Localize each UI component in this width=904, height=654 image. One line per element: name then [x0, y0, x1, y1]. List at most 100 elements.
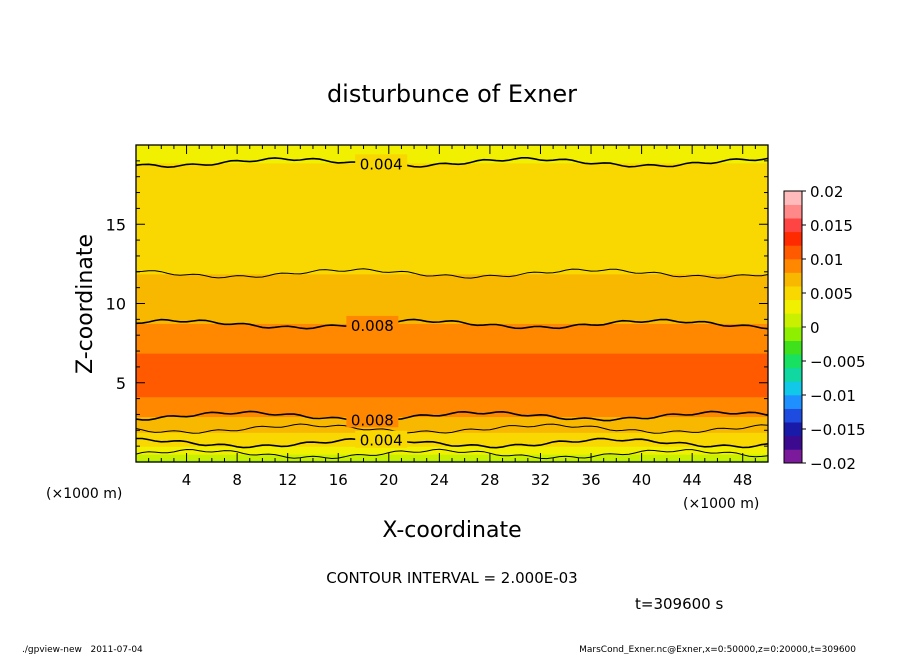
field-band [136, 345, 768, 348]
field-band [136, 295, 768, 299]
field-band [136, 323, 768, 326]
field-band [136, 232, 768, 235]
colorbar-tick-label: −0.005 [810, 353, 866, 371]
field-band [136, 307, 768, 311]
contour-labels: 0.004 0.008 0.008 0.004 [346, 154, 408, 450]
field-band [136, 329, 768, 332]
field-band [136, 432, 768, 435]
contour-line [135, 410, 769, 422]
field-band [136, 353, 768, 356]
field-band [136, 360, 768, 364]
colorbar-swatch [784, 299, 802, 314]
color-field [136, 145, 768, 463]
x-tick-label: 48 [733, 471, 752, 489]
field-band [136, 408, 768, 412]
colorbar-tick-label: −0.01 [810, 387, 856, 405]
field-band [136, 196, 768, 200]
colorbar-swatch [784, 204, 802, 219]
field-band [136, 420, 768, 423]
field-band [136, 210, 768, 213]
field-band [136, 335, 768, 338]
field-band [136, 446, 768, 449]
colorbar-frame [783, 190, 803, 464]
field-band [136, 198, 768, 202]
colorbar-swatch [784, 191, 802, 205]
field-band [136, 230, 768, 233]
field-band [136, 182, 768, 186]
field-band [136, 418, 768, 421]
field-band [136, 267, 768, 271]
y-axis: 5 10 15 [106, 144, 768, 463]
field-band [136, 178, 768, 182]
field-band [136, 343, 768, 346]
field-band [136, 430, 768, 433]
field-band [136, 386, 768, 390]
field-band [136, 392, 768, 396]
field-band [136, 325, 768, 328]
field-band [136, 448, 768, 451]
field-band [136, 271, 768, 275]
field-band [136, 394, 768, 398]
field-band [136, 148, 768, 152]
field-band [136, 416, 768, 420]
contour-label-bg [346, 315, 399, 333]
field-band [136, 289, 768, 293]
field-band [136, 406, 768, 410]
field-band [136, 168, 768, 172]
field-band [136, 166, 768, 170]
x-tick-label: 12 [278, 471, 297, 489]
footer-right: MarsCond_Exner.nc@Exner,x=0:50000,z=0:20… [579, 645, 856, 654]
field-band [136, 452, 768, 455]
field-band [136, 202, 768, 206]
footer-left: ./gpview-new 2011-07-04 [22, 645, 143, 654]
x-tick-label: 20 [379, 471, 398, 489]
field-band [136, 248, 768, 251]
field-band [136, 255, 768, 259]
field-band [136, 372, 768, 376]
field-band [136, 158, 768, 162]
contour-line [135, 448, 769, 460]
field-band [136, 263, 768, 267]
x-tick-label: 4 [182, 471, 192, 489]
field-band [136, 333, 768, 336]
field-band [136, 362, 768, 366]
field-band [136, 428, 768, 431]
field-band [136, 190, 768, 194]
field-band [136, 368, 768, 372]
field-band [136, 259, 768, 263]
x-tick-label: 24 [430, 471, 449, 489]
field-band [136, 356, 768, 360]
contour-line [135, 157, 769, 169]
field-band [136, 366, 768, 370]
field-band [136, 388, 768, 392]
field-band [136, 242, 768, 245]
field-band [136, 218, 768, 221]
field-band [136, 154, 768, 158]
field-band [136, 339, 768, 342]
field-band [136, 160, 768, 164]
field-band [136, 311, 768, 315]
field-band [136, 424, 768, 427]
field-band [136, 313, 768, 316]
field-band [136, 364, 768, 368]
y-unit-label: (×1000 m) [46, 486, 122, 502]
colorbar-swatch [784, 408, 802, 423]
field-band [136, 376, 768, 380]
field-band [136, 170, 768, 174]
field-band [136, 261, 768, 265]
contour-label-bg [355, 430, 408, 448]
field-band [136, 216, 768, 219]
field-band [136, 404, 768, 408]
field-band [136, 220, 768, 223]
chart-title: disturbunce of Exner [327, 80, 577, 108]
field-band [136, 422, 768, 425]
field-band [136, 293, 768, 297]
colorbar-tick-label: 0.02 [810, 183, 843, 201]
y-tick-label: 10 [106, 295, 126, 314]
field-band [136, 414, 768, 418]
colorbar-swatch [784, 231, 802, 246]
field-band [136, 253, 768, 257]
field-band [136, 226, 768, 229]
contour-line [135, 423, 769, 434]
